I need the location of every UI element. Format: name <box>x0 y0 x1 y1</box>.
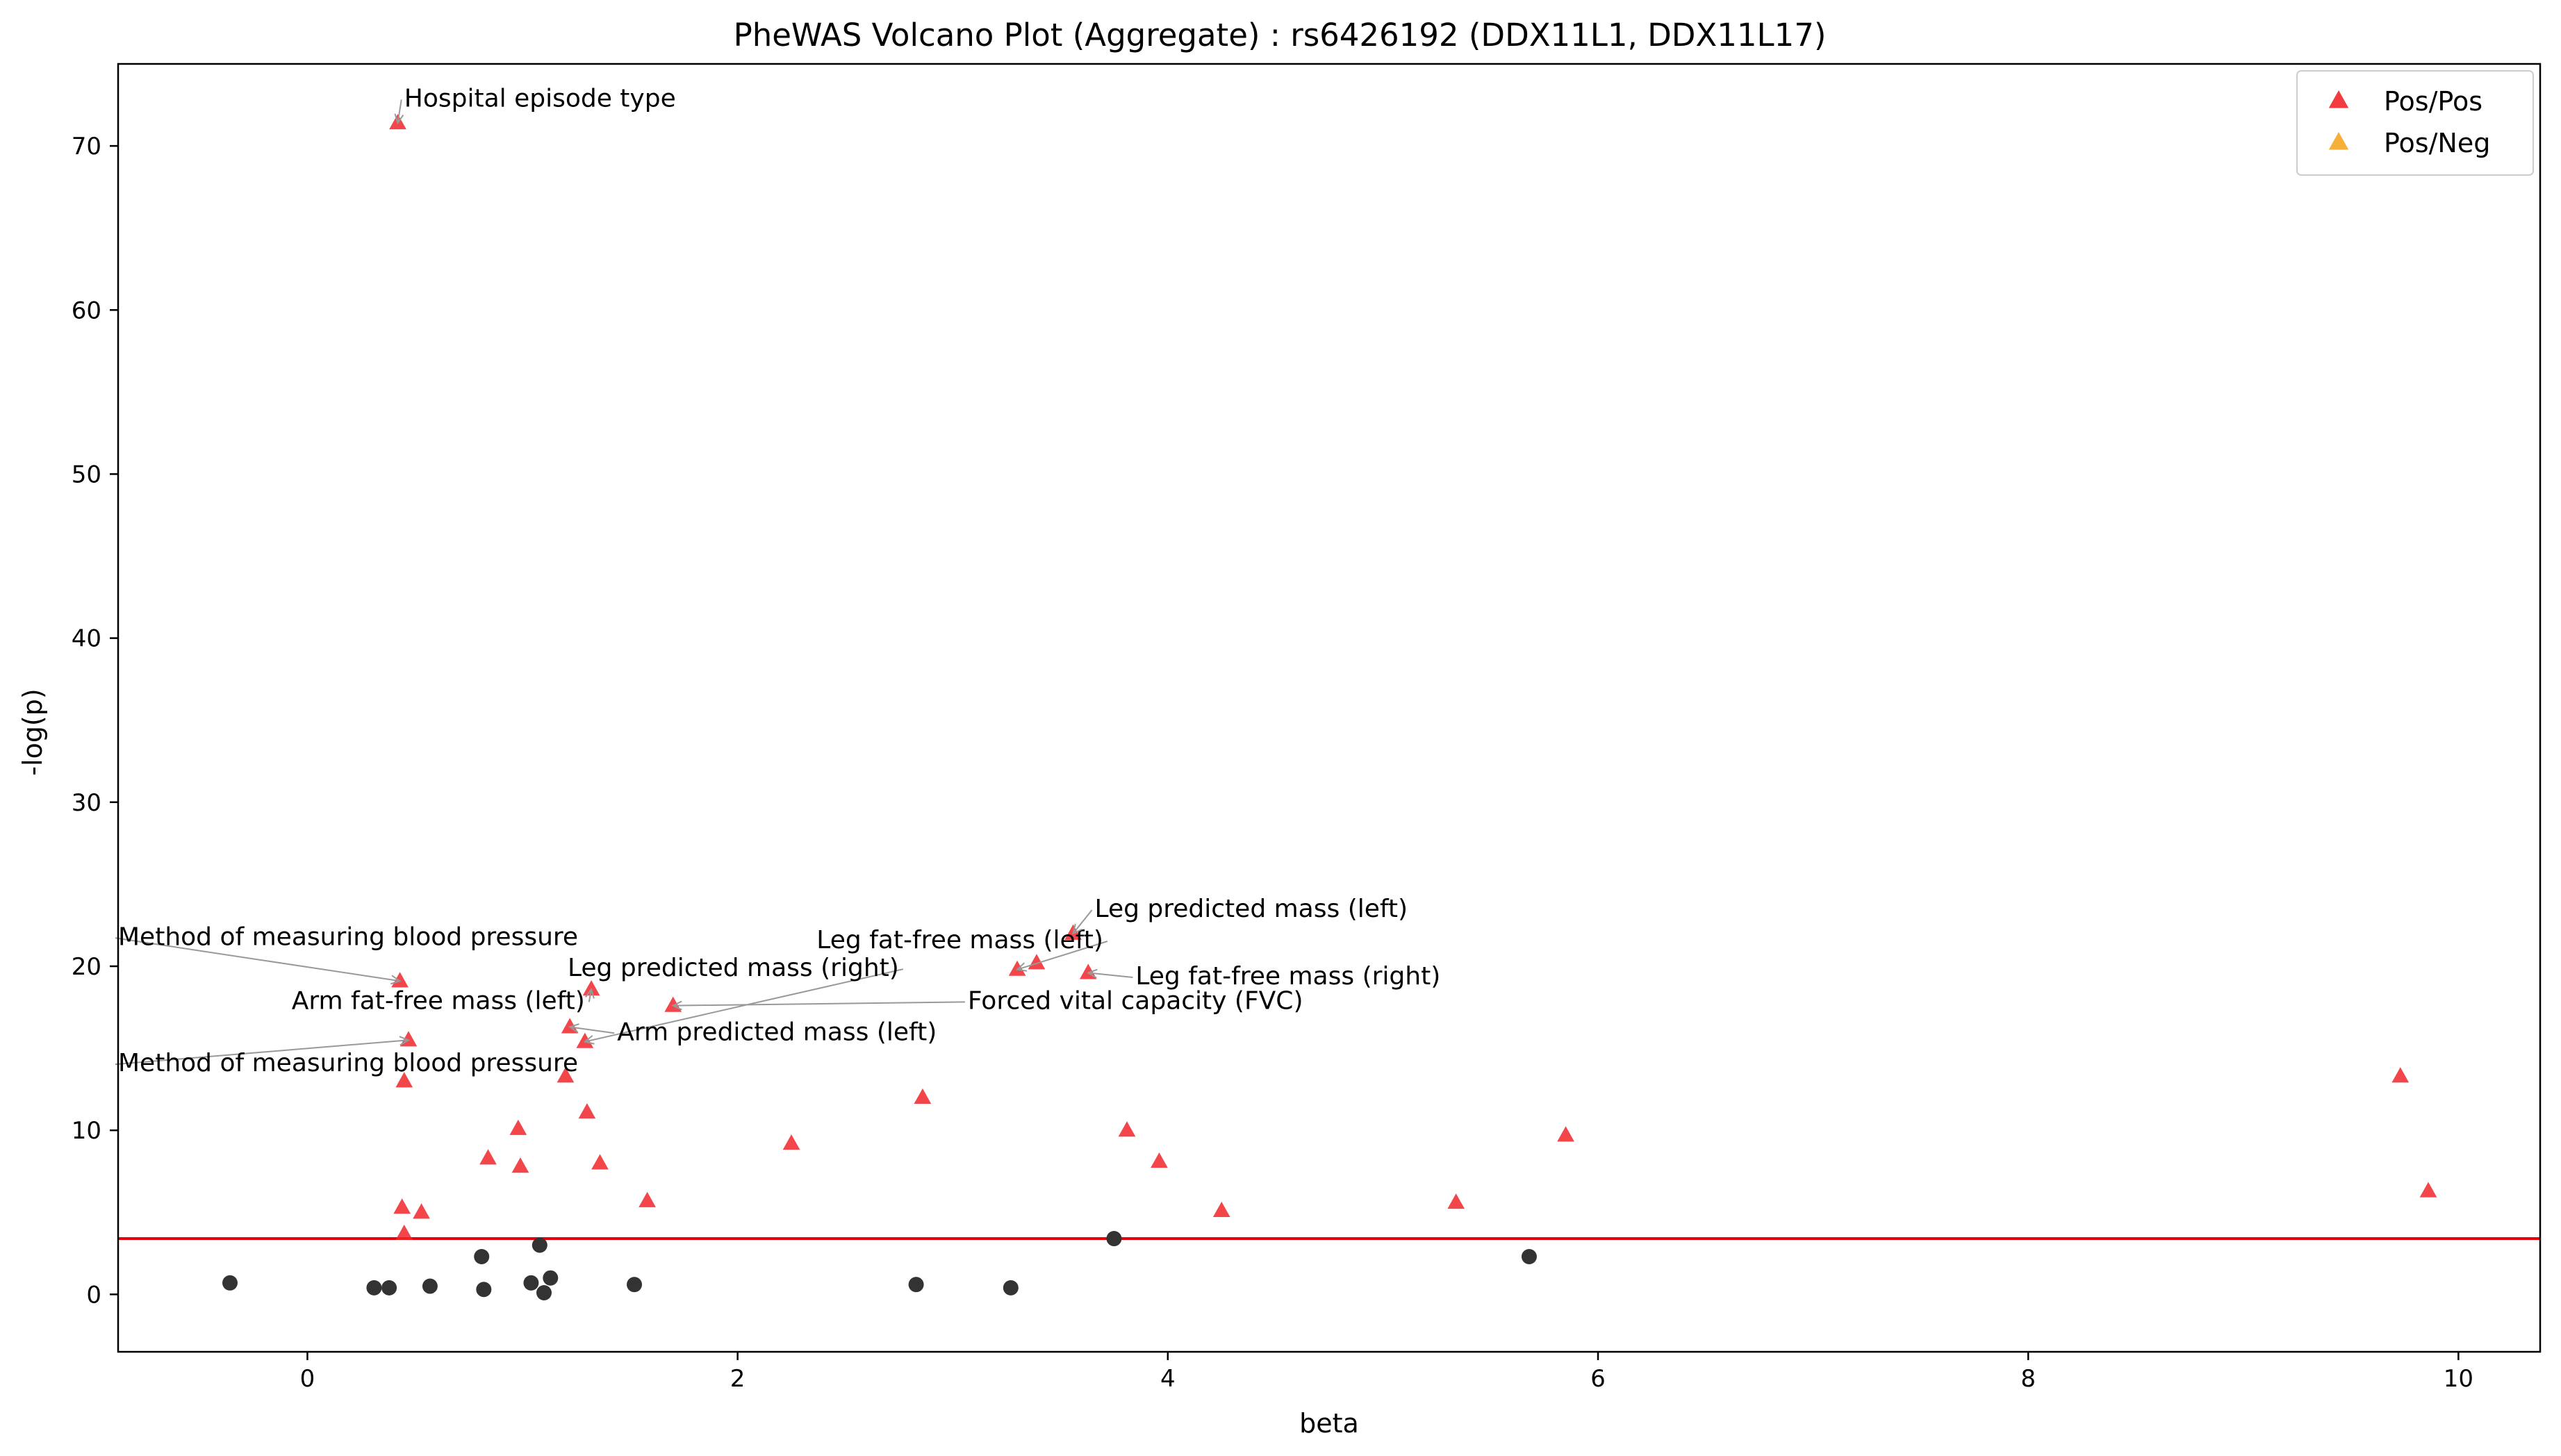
data-point-triangle <box>1008 960 1026 976</box>
annotation-label: Leg predicted mass (left) <box>1095 895 1408 923</box>
legend-box <box>2296 70 2534 176</box>
annotation-arrow-head <box>568 1023 579 1033</box>
legend: Pos/Pos Pos/Neg <box>2296 70 2534 176</box>
annotation-arrow-head <box>399 1036 411 1046</box>
y-axis-title: -log(p) <box>17 688 48 775</box>
data-point-circle <box>543 1270 559 1286</box>
data-point-triangle <box>782 1134 800 1150</box>
legend-label: Pos/Neg <box>2384 128 2490 158</box>
annotation-label: Arm predicted mass (left) <box>617 1018 937 1046</box>
annotation-label: Leg fat-free mass (right) <box>1135 962 1440 991</box>
data-point-triangle <box>639 1191 656 1207</box>
data-point-triangle <box>1557 1126 1574 1142</box>
data-point-triangle <box>1118 1121 1136 1137</box>
data-point-circle <box>532 1237 547 1253</box>
annotation-leader-line <box>115 937 400 982</box>
annotation-arrow-head <box>390 975 402 985</box>
data-point-triangle <box>1212 1201 1230 1217</box>
annotation-leader-line <box>1016 941 1108 970</box>
data-point-triangle <box>591 1154 609 1170</box>
annotation-label: Leg fat-free mass (left) <box>816 926 1103 954</box>
annotation-arrow-head <box>671 1000 682 1011</box>
y-tick-label: 20 <box>72 953 101 981</box>
data-point-triangle <box>1151 1152 1168 1168</box>
axes-layer: 0 2 4 6 8 10 0 10 20 30 40 50 60 70 <box>72 133 2473 1393</box>
annotation-leader-line <box>115 1039 409 1066</box>
legend-marker-triangle <box>2328 90 2349 108</box>
data-point-triangle <box>391 972 409 988</box>
data-point-triangle <box>393 1198 411 1214</box>
annotation-arrow-head <box>1015 962 1028 972</box>
y-tick-label: 60 <box>72 297 101 324</box>
data-point-triangle <box>664 996 682 1012</box>
annotation-label: Method of measuring blood pressure <box>118 1049 578 1077</box>
data-point-circle <box>908 1277 924 1293</box>
annotation-arrow-head <box>585 987 595 999</box>
data-point-triangle <box>557 1067 575 1083</box>
annotation-label: Leg predicted mass (right) <box>568 954 899 982</box>
annotation-label: Method of measuring blood pressure <box>118 923 578 951</box>
plot-frame <box>117 63 2542 1353</box>
x-tick-label: 6 <box>1590 1365 1606 1393</box>
annotation-arrow-head <box>1072 923 1082 935</box>
x-tick-label: 0 <box>300 1365 315 1393</box>
x-tick-label: 2 <box>730 1365 746 1393</box>
data-point-triangle <box>395 1224 413 1241</box>
annotation-leader-line <box>570 1026 615 1034</box>
y-tick-label: 40 <box>72 625 101 653</box>
data-point-circle <box>523 1275 539 1291</box>
data-point-circle <box>627 1277 643 1293</box>
data-point-triangle <box>2391 1067 2410 1083</box>
data-point-triangle <box>914 1088 932 1105</box>
points-layer <box>222 114 2437 1300</box>
data-point-triangle <box>511 1157 529 1173</box>
legend-label: Pos/Pos <box>2384 86 2482 117</box>
annotation-arrow-head <box>1086 968 1098 979</box>
y-tick-label: 50 <box>72 461 101 488</box>
annotation-label: Hospital episode type <box>404 84 676 113</box>
data-point-triangle <box>479 1149 497 1165</box>
data-point-triangle <box>2419 1182 2437 1198</box>
x-tick-label: 4 <box>1160 1365 1176 1393</box>
data-point-circle <box>222 1275 238 1291</box>
y-tick-label: 10 <box>72 1117 101 1145</box>
data-point-circle <box>366 1280 382 1296</box>
y-tick-label: 0 <box>86 1281 101 1309</box>
data-point-circle <box>1521 1249 1537 1265</box>
annotation-label: Forced vital capacity (FVC) <box>968 986 1303 1015</box>
annotation-leader-line <box>584 968 904 1043</box>
annotation-leader-line <box>588 988 593 1002</box>
data-point-circle <box>1106 1231 1122 1247</box>
annotation-label: Arm fat-free mass (left) <box>292 986 585 1015</box>
annotation-leader-line <box>673 1001 965 1007</box>
data-point-circle <box>536 1284 552 1300</box>
data-point-triangle <box>1447 1193 1465 1209</box>
chart-title: PheWAS Volcano Plot (Aggregate) : rs6426… <box>734 17 1827 53</box>
y-tick-label: 30 <box>72 789 101 817</box>
annotation-arrow-head <box>583 1035 595 1045</box>
data-point-circle <box>474 1249 490 1265</box>
annotations-layer: Hospital episode type Method of measuring… <box>115 84 1440 1077</box>
data-point-triangle <box>413 1203 430 1219</box>
legend-marker-triangle <box>2328 132 2349 150</box>
data-point-triangle <box>578 1103 596 1119</box>
data-point-circle <box>381 1280 397 1296</box>
data-point-circle <box>476 1282 492 1298</box>
data-point-triangle <box>582 980 600 996</box>
annotation-arrow-head <box>394 113 404 125</box>
data-point-circle <box>1003 1280 1019 1296</box>
x-tick-label: 8 <box>2020 1365 2036 1393</box>
data-point-triangle <box>509 1119 527 1135</box>
data-point-triangle <box>395 1072 413 1088</box>
annotation-leader-line <box>1072 909 1093 934</box>
y-tick-label: 70 <box>72 133 101 160</box>
x-tick-label: 10 <box>2444 1365 2473 1393</box>
annotation-leader-line <box>397 99 402 124</box>
data-point-circle <box>422 1278 438 1294</box>
data-point-triangle <box>576 1032 594 1048</box>
x-axis-title: beta <box>1299 1408 1359 1439</box>
annotation-leader-line <box>1088 972 1133 978</box>
